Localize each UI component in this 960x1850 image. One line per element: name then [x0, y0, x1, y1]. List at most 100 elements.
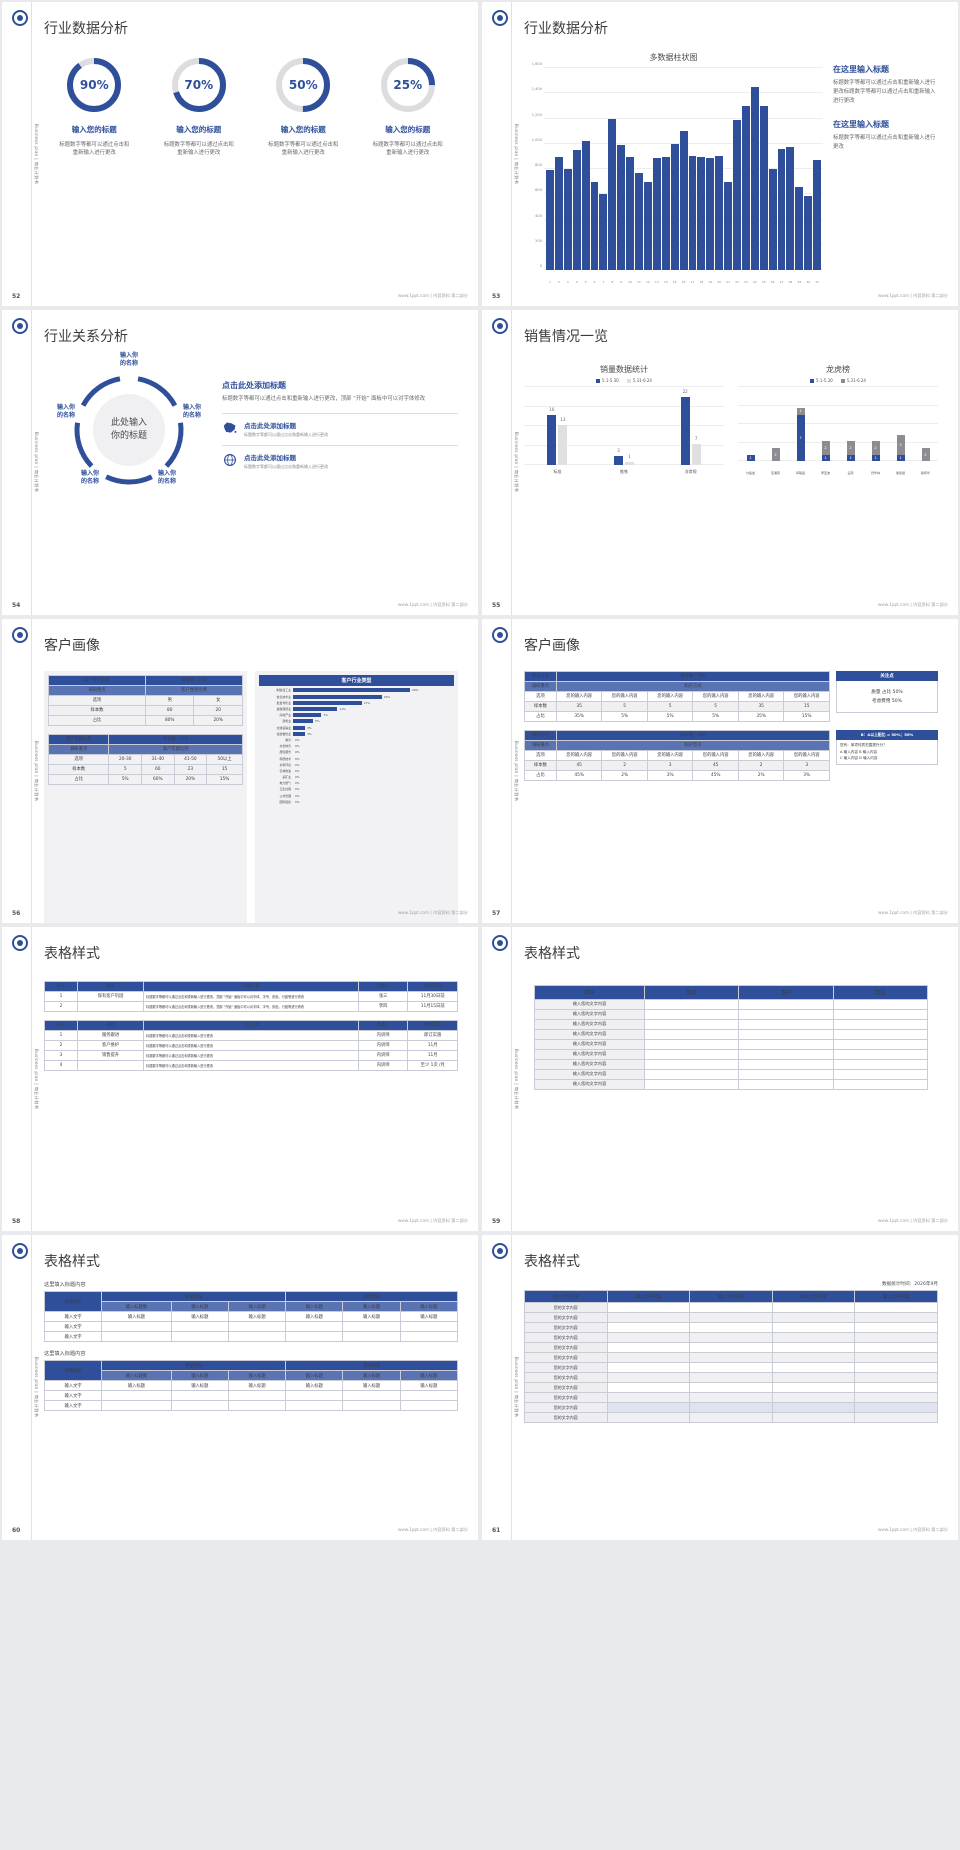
- table-cell: [606, 1312, 691, 1324]
- table-cell: [644, 1008, 740, 1020]
- donut-title-2: 输入您的标题: [176, 125, 222, 134]
- table-header-cell: 售后: [832, 984, 929, 1000]
- question-line-2: A 输入内容 B 输入内容: [840, 749, 878, 754]
- table-cell: [771, 1322, 856, 1334]
- table-cell: 您的文字内容: [524, 1372, 608, 1384]
- table-header-cell: 售中: [738, 984, 834, 1000]
- donut-chart-1: 90%: [65, 56, 123, 114]
- table-cell: 您的输入内容: [692, 749, 739, 761]
- table-subheader-row: 调研重点 客户性别比例: [48, 684, 243, 696]
- table-header-cell: 行动方案: [143, 1019, 359, 1031]
- legend-item-1: 5.1-5.30: [810, 378, 833, 384]
- slide-58: Business plan | 商业计划书 表格样式 序号 项目 行动方案 负责人 时间…: [2, 926, 478, 1232]
- bar: [759, 105, 768, 271]
- bar-group: 16 13: [524, 387, 591, 466]
- table-cell: 选项: [524, 690, 557, 702]
- table-row: 输入文字: [43, 1390, 459, 1402]
- x-tick: 5: [584, 280, 587, 285]
- donut-item-4: 25% 输入您的标题 标题数字等都可以通过点击和重新输入进行更改: [358, 56, 459, 158]
- donut-chart-4: 25%: [379, 56, 437, 114]
- focus-line-1: 质量 占比 50%: [871, 689, 903, 695]
- table-cell: 您的文字内容: [524, 1342, 608, 1354]
- gridline: [738, 404, 938, 406]
- x-tick: 推铁: [620, 469, 628, 475]
- service-stage-table: 项目 售前 售中 售后 输入您的文字内容 输入您的文字内容 输入您的文字内容 输入您的文…: [533, 984, 929, 1090]
- logo-icon: [492, 934, 508, 951]
- table-cell: [606, 1362, 691, 1374]
- table-header-cell: 购买方式: [524, 670, 557, 682]
- table-row: 样本数 35 5 5 5 35 15: [524, 700, 830, 712]
- x-tick: 18: [699, 280, 704, 285]
- table-cell: [738, 1008, 834, 1020]
- circular-diagram: 输入你 的名称 输入你 的名称 输入你 的名称 输入你 的名称 输入你 的名称 此处输入 你的标题: [44, 352, 214, 502]
- footer-54: 54 www.1ppt.com | 内容资料 第二部分: [2, 599, 478, 611]
- bullet-body-1: 标题数字等都可以通过点击和重新输入进行更改: [244, 431, 328, 437]
- table-row: 输入文字 输入标题 输入标题 输入标题 输入标题 输入标题 输入标题: [43, 1380, 459, 1392]
- bar: [724, 182, 733, 271]
- x-axis-labels: 1 2 3 4 5 6 7 8 9 10 11 12 13 14 15 16 17 18 19 20 21 22 23 24 2…: [544, 280, 823, 284]
- donut-item-3: 50% 输入您的标题 标题数字等都可以通过点击和重新输入进行更改: [253, 56, 354, 158]
- hbar-value: 11%: [339, 707, 346, 712]
- data-table: 输入文字内容 输入文字内容 输入文字内容 输入文字内容 输入文字内容 您的文字内容 您的文…: [524, 1290, 938, 1424]
- hbar-row: 交通运输业 3%: [259, 725, 454, 731]
- hbar-row: 采矿业 0%: [259, 774, 454, 780]
- logo-icon: [492, 1243, 508, 1260]
- table-header-cell: 客户年龄分析: [47, 733, 110, 745]
- table-cell: 至少 1次 /月: [407, 1059, 458, 1071]
- table-cell: 20%: [193, 714, 243, 726]
- table-header-cell: 评估状况: [101, 1291, 287, 1303]
- table-cell: [606, 1372, 691, 1384]
- table-row: 输入您的文字内容: [533, 1028, 929, 1040]
- table-cell: 即订实施: [407, 1029, 458, 1041]
- table-subheader-cell: 客户年龄比例: [108, 743, 243, 755]
- table-cell: [854, 1302, 938, 1314]
- table-cell: 2: [43, 1000, 79, 1012]
- table-cell: 输入文字: [43, 1311, 103, 1323]
- x-tick: 1: [548, 280, 551, 285]
- slide-52-body: 90% 输入您的标题 标题数字等都可以通过点击和重新输入进行更改 70% 输入您的标题标…: [44, 38, 458, 306]
- table-header-cell: 输入文字内容: [771, 1290, 856, 1304]
- hbar-label: 电力燃气: [279, 781, 291, 786]
- table-cell: [644, 1078, 740, 1090]
- donut-desc-3: 标题数字等都可以通过点击和重新输入进行更改: [268, 142, 339, 157]
- table-row: 选项 20-30 31-40 41-50 50以上: [47, 753, 243, 765]
- slide-60-body: 这里填入标题内容 采购批号 评估状况 采购状况 输入标题数 输入标题 输入标题 输入标题 输入…: [43, 1281, 459, 1539]
- sidebar-vertical-text: Business plan | 商业计划书: [34, 1049, 40, 1110]
- x-tick: 23: [743, 280, 748, 285]
- table-row: 您的文字内容: [524, 1372, 938, 1384]
- bar-stack: 1: [738, 387, 763, 462]
- hbar-label: 制造加工业: [276, 688, 291, 693]
- bar: [635, 172, 643, 271]
- table-cell: 35: [555, 700, 603, 712]
- hbar-row: 金融保险业 11%: [259, 706, 454, 712]
- bar-group: 22 7: [657, 387, 724, 466]
- right-body-1: 标题数字等都可以通过点击和重新输入进行更改标题数字等都可以通过点击和重新输入进行…: [833, 80, 936, 105]
- table-cell: [227, 1400, 287, 1412]
- slide-55-body: 销量数据统计 5.1-5.30 5.31-6.24 16 13 3 1 22 7 标准 推铁 非常…: [524, 364, 938, 614]
- table-cell: 5%: [108, 773, 143, 785]
- table-header-cell: 评估状况: [101, 1360, 287, 1372]
- x-tick: 29: [797, 280, 802, 285]
- table-subheader-cell: 输入标题: [285, 1370, 344, 1382]
- table-cell: [170, 1390, 229, 1402]
- table-cell: 2: [601, 759, 648, 771]
- table-cell: 样本数: [48, 704, 146, 716]
- table-row: 样本数 80 20: [48, 704, 243, 716]
- table-cell: 输入标题: [399, 1311, 459, 1323]
- table-cell: 选项: [524, 749, 557, 761]
- table-cell: 41-50: [173, 753, 208, 765]
- row-buy-method: 购买方式 样本数：100 调研重点 购买方式 选项 您的输入内容 您的输入内容 您的输入内容您…: [524, 670, 938, 722]
- table-cell: [689, 1362, 773, 1374]
- bar-value: 3: [617, 447, 620, 453]
- bar: [715, 155, 724, 271]
- table-header-row: 客户年龄分析 样本数：100: [47, 733, 243, 745]
- table-cell: 3: [646, 759, 694, 771]
- table-subheader-cell: 输入标题数: [101, 1301, 172, 1313]
- donut-value-4: 25%: [393, 78, 423, 92]
- table-cell: [738, 1048, 834, 1060]
- table-cell: 45: [555, 759, 603, 771]
- table-cell: 输入标题: [101, 1311, 172, 1323]
- table-subheader-cell: 输入标题: [342, 1301, 401, 1313]
- table-cell: [854, 1412, 938, 1424]
